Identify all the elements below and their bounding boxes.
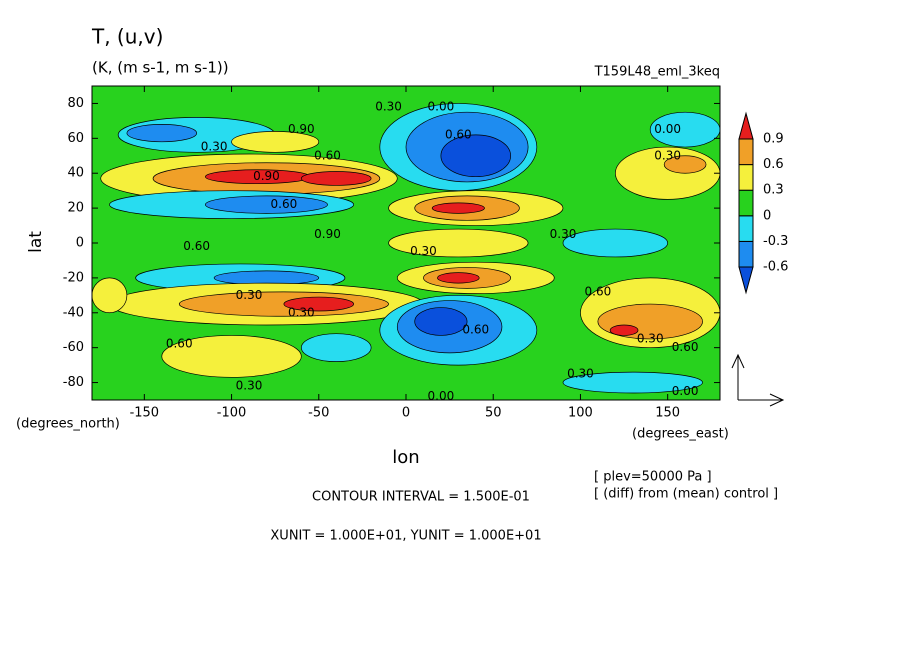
contour-label: 0.60 [166,337,193,351]
contour-region [161,335,302,378]
x-tick-label: -100 [217,406,247,421]
contour-region [300,171,372,186]
overlay: -150 -100 -50 0 50 100 150 80 60 40 20 0 -20 -40 -60 -8… [63,85,788,421]
y-tick-label: 60 [67,131,84,146]
contour-label: 0.00 [672,384,699,398]
contour-region [663,155,707,174]
contour-label: 0.60 [183,239,210,253]
contour-label: 0.30 [550,227,577,241]
contour-interval: CONTOUR INTERVAL = 1.500E-01 [312,490,530,505]
contour-label: 0.30 [567,366,594,380]
chart-subtitle: (K, (m s-1, m s-1)) [92,59,229,77]
contour-label: 0.30 [201,140,228,154]
colorbar-bin [738,138,754,166]
colorbar-label: 0.6 [763,157,784,172]
contour-region [437,272,480,284]
y-axis-label: lat [26,231,46,253]
contour-label: 0.30 [236,288,263,302]
y-units: (degrees_north) [16,417,120,432]
contour-region [283,296,355,312]
contour-label: 0.60 [672,340,699,354]
reference-vector [731,353,785,407]
x-tick-label: -150 [130,406,160,421]
y-tick-label: -80 [63,375,84,390]
colorbar-label: 0 [763,208,771,223]
colorbar-bin [738,266,754,295]
contour-label: 0.30 [410,244,437,258]
x-axis-label: lon [392,447,419,468]
unit-line: XUNIT = 1.000E+01, YUNIT = 1.000E+01 [270,529,541,544]
contour-label: 0.00 [654,122,681,136]
contour-label: 0.90 [314,227,341,241]
contour-region [388,228,529,258]
contour-region [205,195,328,214]
chart-title: T, (u,v) [91,25,163,49]
colorbar-bin [738,215,754,242]
colorbar-label: 0.3 [763,183,784,198]
contour-label: 0.00 [428,389,455,403]
colorbar-label: -0.3 [763,234,788,249]
x-units: (degrees_east) [632,427,729,442]
contour-region [414,307,468,336]
y-tick-label: -40 [63,305,84,320]
contour-region [562,371,703,394]
contour-label: 0.30 [637,331,664,345]
contour-region [231,131,320,153]
x-tick-label: 0 [402,406,410,421]
y-tick-label: 20 [67,201,84,216]
colorbar-bin [738,164,754,191]
colorbar-bin [738,111,754,140]
y-tick-label: -20 [63,270,84,285]
contour-label: 0.30 [654,148,681,162]
contour-region [609,324,639,336]
run-label: T159L48_eml_3keq [594,65,720,80]
contour-region [300,333,372,362]
y-tick-label: 80 [67,96,84,111]
contour-label: 0.60 [462,323,489,337]
contour-label: 0.30 [236,379,263,393]
x-tick-label: 150 [655,406,680,421]
x-tick-label: -50 [308,406,329,421]
contour-region [126,124,198,143]
colorbar-label: 0.9 [763,132,784,147]
contour-label: 0.30 [375,99,402,113]
contour-label: 0.60 [271,197,298,211]
colorbar-label: -0.6 [763,260,788,275]
contour-label: 0.30 [288,305,315,319]
contour-label: 0.60 [445,127,472,141]
contour-region [431,202,485,214]
contour-region [440,134,512,178]
colorbar-bin [738,240,754,268]
contour-label: 0.60 [585,284,612,298]
contour-label: 0.00 [428,99,455,113]
note: [ (diff) from (mean) control ] [594,487,778,502]
x-tick-label: 50 [485,406,502,421]
y-tick-label: -60 [63,340,84,355]
x-tick-label: 100 [568,406,593,421]
note: [ plev=50000 Pa ] [594,470,712,485]
contour-region [562,228,669,258]
field: 0.30 0.00 0.60 0.90 0.30 0.60 0.90 0.60 0.90 0.30… [92,86,720,403]
y-tick-label: 0 [76,236,84,251]
contour-label: 0.90 [288,122,315,136]
contour-label: 0.90 [253,169,280,183]
y-tick-label: 40 [67,166,84,181]
contour-label: 0.60 [314,148,341,162]
contour-region [92,277,128,314]
colorbar-bin [738,189,754,217]
